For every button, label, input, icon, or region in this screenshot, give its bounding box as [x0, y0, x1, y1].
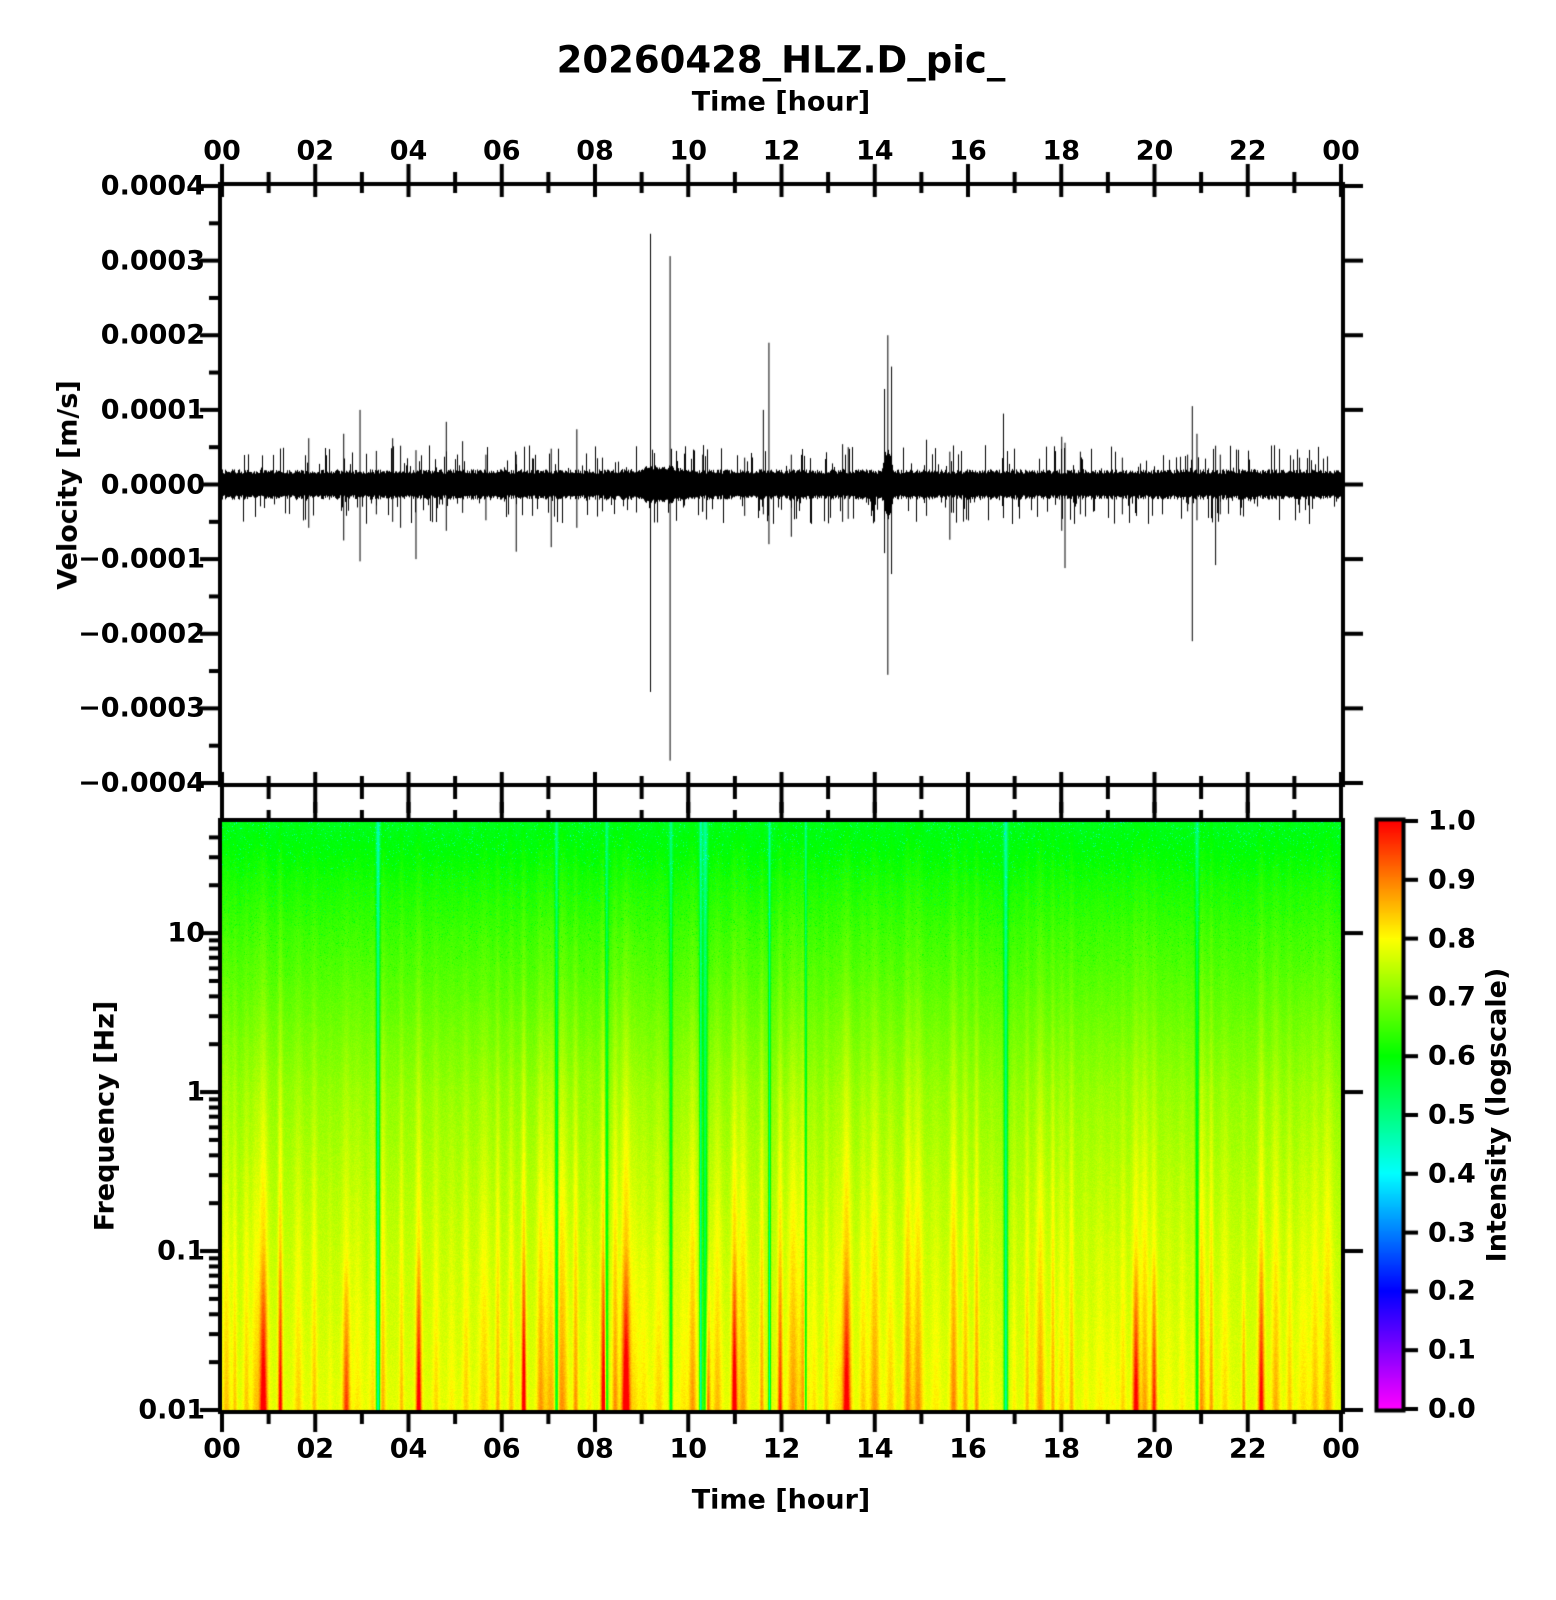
- velocity-tick-label: 0.0000: [100, 469, 205, 500]
- x-tick-label-bottom: 14: [855, 1433, 894, 1465]
- frequency-tick-label: 1: [186, 1076, 205, 1108]
- colorbar-tick-label: 0.2: [1428, 1275, 1476, 1307]
- colorbar-tick-label: 0.1: [1428, 1334, 1476, 1366]
- x-tick-label-top: 06: [482, 135, 521, 167]
- colorbar-tick-label: 0.4: [1428, 1158, 1476, 1190]
- colorbar-tick-label: 0.8: [1428, 923, 1476, 955]
- x-tick-label-top: 00: [1322, 135, 1360, 167]
- top-axis-title: Time [hour]: [691, 86, 871, 118]
- x-tick-label-top: 02: [296, 135, 335, 167]
- x-tick-label-top: 14: [855, 135, 894, 167]
- velocity-tick-label: 0.0001: [100, 394, 205, 426]
- velocity-tick-label: −0.0002: [78, 618, 205, 650]
- x-tick-label-bottom: 06: [482, 1433, 521, 1465]
- colorbar-tick-label: 0.0: [1428, 1393, 1476, 1425]
- velocity-tick-label: 0.0002: [100, 319, 205, 351]
- velocity-tick-label: 0.0004: [100, 170, 205, 202]
- x-tick-label-top: 12: [762, 135, 801, 167]
- colorbar-tick-label: 0.5: [1428, 1099, 1476, 1131]
- x-tick-label-top: 16: [949, 135, 987, 167]
- frequency-tick-label: 0.1: [157, 1235, 205, 1267]
- x-tick-label-top: 00: [203, 135, 241, 167]
- x-tick-label-bottom: 04: [389, 1433, 428, 1465]
- velocity-tick-label: −0.0004: [78, 767, 205, 799]
- colorbar-tick-label: 0.9: [1428, 864, 1476, 896]
- colorbar-title: Intensity (logscale): [1481, 967, 1513, 1263]
- x-tick-label-bottom: 02: [296, 1433, 335, 1465]
- frequency-tick-label: 0.01: [138, 1394, 205, 1426]
- x-tick-label-bottom: 12: [762, 1433, 801, 1465]
- x-tick-label-bottom: 20: [1135, 1433, 1174, 1465]
- velocity-tick-label: −0.0001: [78, 543, 205, 575]
- x-tick-label-bottom: 22: [1228, 1433, 1267, 1465]
- x-tick-label-top: 18: [1042, 135, 1081, 167]
- spectrogram-y-axis-title: Frequency [Hz]: [89, 1000, 121, 1232]
- x-tick-label-bottom: 08: [576, 1433, 614, 1465]
- colorbar-tick-label: 1.0: [1428, 805, 1476, 837]
- x-tick-label-top: 08: [576, 135, 614, 167]
- x-tick-label-bottom: 10: [669, 1433, 708, 1465]
- colorbar-tick-label: 0.7: [1428, 981, 1476, 1013]
- x-tick-label-bottom: 16: [949, 1433, 987, 1465]
- page-title: 20260428_HLZ.D_pic_: [556, 38, 1006, 82]
- x-tick-label-top: 20: [1135, 135, 1174, 167]
- bottom-axis-title: Time [hour]: [691, 1484, 871, 1516]
- x-tick-label-top: 10: [669, 135, 708, 167]
- x-tick-label-bottom: 00: [1322, 1433, 1360, 1465]
- colorbar-tick-label: 0.6: [1428, 1040, 1476, 1072]
- frequency-tick-label: 10: [167, 917, 205, 949]
- velocity-tick-label: −0.0003: [78, 692, 205, 724]
- x-tick-label-top: 04: [389, 135, 428, 167]
- colorbar-tick-label: 0.3: [1428, 1217, 1476, 1249]
- velocity-tick-label: 0.0003: [100, 245, 205, 277]
- x-tick-label-bottom: 00: [203, 1433, 241, 1465]
- x-tick-label-top: 22: [1228, 135, 1267, 167]
- x-tick-label-bottom: 18: [1042, 1433, 1081, 1465]
